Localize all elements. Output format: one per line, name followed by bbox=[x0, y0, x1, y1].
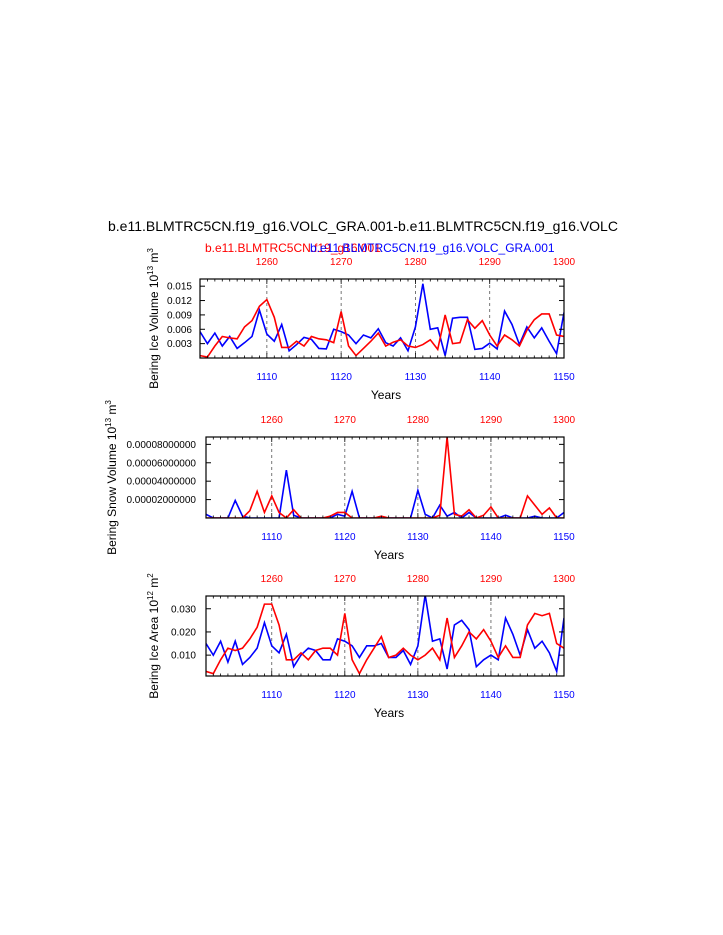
x-tick-label-bottom: 1150 bbox=[553, 532, 575, 543]
x-tick-label-top: 1280 bbox=[407, 415, 430, 426]
plot-frame bbox=[205, 595, 565, 677]
panel-3: 0.010 0.020 0.030 1110 1120 1130 1140 1150 1260 1… bbox=[146, 573, 576, 720]
x-tick-label-bottom: 1120 bbox=[334, 532, 356, 543]
x-tick-label-top: 1260 bbox=[256, 257, 279, 268]
y-tick-label: 0.006 bbox=[167, 325, 192, 336]
series-line-red bbox=[206, 437, 564, 518]
y-tick-label: 0.030 bbox=[171, 604, 196, 615]
x-axis-title: Years bbox=[374, 706, 404, 720]
figure-subtitle-blue: b.e11.BLMTRC5CN.f19_g16.VOLC_GRA.001 bbox=[310, 241, 555, 255]
y-tick-label: 0.015 bbox=[167, 282, 192, 293]
y-tick-label: 0.009 bbox=[167, 310, 192, 321]
plot-frame bbox=[205, 436, 565, 519]
x-tick-label-bottom: 1110 bbox=[261, 690, 282, 701]
x-tick-label-top: 1300 bbox=[553, 257, 576, 268]
y-tick-label: 0.00006000000 bbox=[126, 458, 196, 469]
x-tick-label-bottom: 1130 bbox=[407, 690, 429, 701]
y-tick-label: 0.010 bbox=[171, 651, 196, 662]
series-line-blue bbox=[206, 470, 564, 518]
series-line-red bbox=[206, 603, 564, 676]
x-tick-label-bottom: 1130 bbox=[407, 532, 429, 543]
y-tick-label: 0.00004000000 bbox=[126, 477, 196, 488]
x-tick-label-bottom: 1110 bbox=[261, 532, 282, 543]
x-tick-label-top: 1270 bbox=[334, 574, 357, 585]
x-tick-label-bottom: 1120 bbox=[330, 372, 352, 383]
series-line-blue bbox=[206, 596, 564, 675]
x-tick-label-top: 1290 bbox=[480, 415, 503, 426]
y-tick-label: 0.00008000000 bbox=[126, 440, 196, 451]
y-tick-label: 0.012 bbox=[167, 296, 192, 307]
y-tick-label: 0.003 bbox=[167, 339, 192, 350]
y-tick-label: 0.020 bbox=[171, 627, 196, 638]
x-tick-label-top: 1260 bbox=[261, 415, 284, 426]
x-tick-label-bottom: 1150 bbox=[553, 372, 575, 383]
figure-subtitle-red: b.e11.BLMTRC5CN.f19_g16.001 bbox=[205, 241, 381, 255]
panel-1: 0.003 0.006 0.009 0.012 0.015 1110 1120 1130 114… bbox=[146, 248, 576, 402]
x-tick-label-top: 1290 bbox=[480, 574, 503, 585]
panel-2: 0.00002000000 0.00004000000 0.00006000000 0… bbox=[104, 400, 576, 562]
series-line-red bbox=[200, 298, 564, 358]
x-tick-label-bottom: 1140 bbox=[480, 690, 502, 701]
x-tick-label-top: 1260 bbox=[261, 574, 284, 585]
series-line-blue bbox=[200, 283, 564, 356]
x-tick-label-top: 1280 bbox=[404, 257, 427, 268]
x-tick-label-bottom: 1140 bbox=[480, 532, 502, 543]
x-axis-title: Years bbox=[374, 548, 404, 562]
x-tick-label-bottom: 1120 bbox=[334, 690, 356, 701]
x-tick-label-top: 1270 bbox=[334, 415, 357, 426]
x-tick-label-bottom: 1140 bbox=[479, 372, 501, 383]
x-tick-label-top: 1270 bbox=[330, 257, 353, 268]
x-tick-label-bottom: 1150 bbox=[553, 690, 575, 701]
x-tick-label-top: 1280 bbox=[407, 574, 430, 585]
x-tick-label-top: 1290 bbox=[479, 257, 502, 268]
y-axis-title: Bering Ice Volume 1013 m3 bbox=[146, 248, 161, 389]
x-tick-label-top: 1300 bbox=[553, 415, 576, 426]
x-tick-label-bottom: 1110 bbox=[256, 372, 277, 383]
plot-frame bbox=[199, 278, 565, 359]
x-tick-label-top: 1300 bbox=[553, 574, 576, 585]
x-tick-label-bottom: 1130 bbox=[405, 372, 427, 383]
y-axis-title: Bering Ice Area 1012 m2 bbox=[146, 573, 161, 699]
figure-title: b.e11.BLMTRC5CN.f19_g16.VOLC_GRA.001-b.e… bbox=[108, 218, 618, 234]
x-axis-title: Years bbox=[371, 388, 401, 402]
y-tick-label: 0.00002000000 bbox=[126, 495, 196, 506]
y-axis-title: Bering Snow Volume 1013 m3 bbox=[104, 400, 119, 555]
